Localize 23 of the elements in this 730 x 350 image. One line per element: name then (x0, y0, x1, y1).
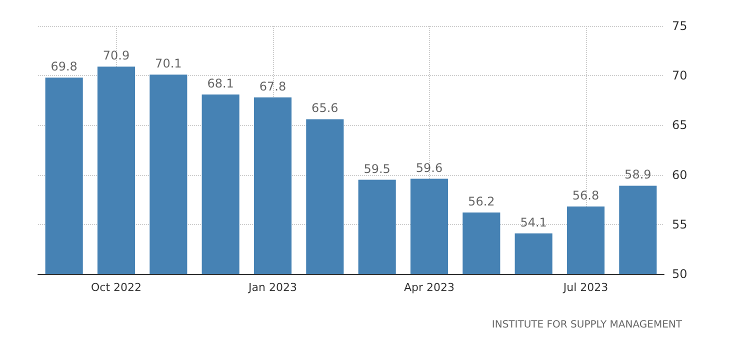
data-label: 70.9 (102, 48, 130, 63)
data-label: 65.6 (312, 101, 338, 116)
data-label: 56.2 (468, 194, 495, 208)
data-label: 59.6 (416, 160, 443, 175)
y-tick-label: 65 (672, 118, 688, 132)
data-label: 68.1 (207, 76, 234, 90)
data-label: 58.9 (624, 168, 652, 182)
data-label: 59.5 (364, 162, 390, 176)
y-tick-label: 75 (672, 19, 688, 33)
y-tick-label: 55 (672, 217, 688, 232)
y-tick-label: 50 (672, 267, 688, 281)
data-label: 70.1 (155, 56, 182, 71)
x-tick-label: Apr 2023 (404, 281, 455, 294)
x-tick-label: Jan 2023 (248, 281, 297, 294)
x-tick-label: Oct 2022 (90, 281, 142, 294)
y-tick-label: 70 (672, 68, 688, 83)
data-label: 56.8 (572, 188, 600, 203)
y-tick-label: 60 (672, 168, 688, 182)
data-label: 69.8 (50, 60, 78, 74)
text: INSTITUTE FOR SUPPLY MANAGEMENT (492, 320, 683, 330)
data-label: 67.8 (259, 79, 286, 94)
data-label: 54.1 (520, 215, 547, 230)
x-tick-label: Jul 2023 (562, 281, 608, 294)
